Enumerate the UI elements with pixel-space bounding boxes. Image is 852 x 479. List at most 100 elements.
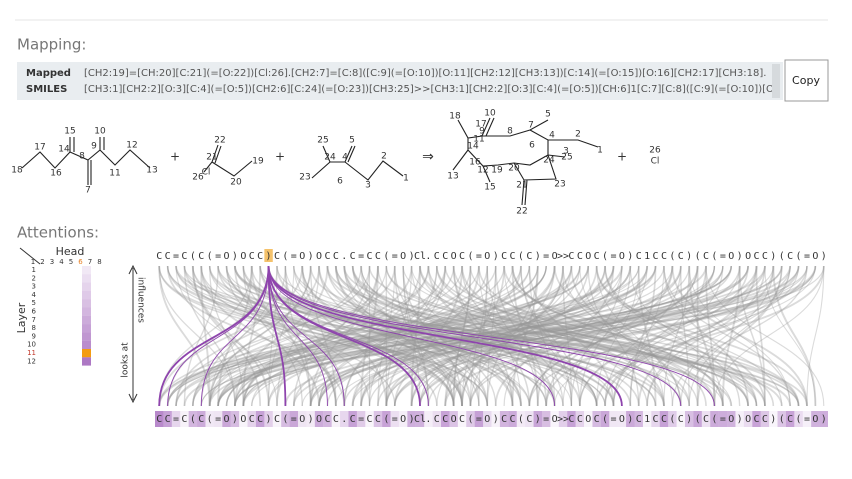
token-top[interactable]: C bbox=[577, 251, 583, 262]
token-top[interactable]: C bbox=[274, 251, 280, 262]
token-bottom[interactable]: O bbox=[552, 414, 558, 425]
token-top[interactable]: ) bbox=[232, 251, 238, 262]
token-bottom[interactable]: ( bbox=[467, 414, 473, 425]
token-bottom[interactable]: . bbox=[425, 414, 431, 425]
token-top[interactable]: O bbox=[400, 251, 406, 262]
token-top[interactable]: ( bbox=[518, 251, 524, 262]
token-bottom[interactable]: C bbox=[753, 414, 759, 425]
token-top[interactable]: O bbox=[552, 251, 558, 262]
token-top[interactable]: C bbox=[594, 251, 600, 262]
copy-label[interactable]: Copy bbox=[792, 74, 820, 87]
token-bottom[interactable]: ( bbox=[779, 414, 785, 425]
token-bottom[interactable]: O bbox=[240, 414, 246, 425]
token-bottom[interactable]: C bbox=[661, 414, 667, 425]
token-bottom[interactable]: ) bbox=[686, 414, 692, 425]
token-top[interactable]: = bbox=[610, 251, 616, 262]
token-top[interactable]: C bbox=[762, 251, 768, 262]
token-bottom[interactable]: C bbox=[459, 414, 465, 425]
token-bottom[interactable]: ( bbox=[207, 414, 213, 425]
token-bottom[interactable]: C bbox=[510, 414, 516, 425]
token-top[interactable]: ( bbox=[669, 251, 675, 262]
token-bottom[interactable]: O bbox=[484, 414, 490, 425]
token-bottom[interactable]: C bbox=[181, 414, 187, 425]
token-top[interactable]: O bbox=[728, 251, 734, 262]
token-top[interactable]: C bbox=[636, 251, 642, 262]
token-top[interactable]: C bbox=[661, 251, 667, 262]
token-bottom[interactable]: = bbox=[476, 414, 482, 425]
token-top[interactable]: ( bbox=[779, 251, 785, 262]
copy-button[interactable] bbox=[784, 59, 829, 102]
token-top[interactable]: C bbox=[257, 251, 263, 262]
token-top[interactable]: ( bbox=[796, 251, 802, 262]
token-top[interactable]: C bbox=[434, 251, 440, 262]
token-bottom[interactable]: ( bbox=[669, 414, 675, 425]
token-top[interactable]: ( bbox=[207, 251, 213, 262]
token-top[interactable]: . bbox=[425, 251, 431, 262]
head-cell[interactable] bbox=[82, 299, 91, 308]
token-bottom[interactable]: C bbox=[434, 414, 440, 425]
token-bottom[interactable]: C bbox=[762, 414, 768, 425]
token-bottom[interactable]: C bbox=[367, 414, 373, 425]
token-top[interactable]: C bbox=[653, 251, 659, 262]
token-bottom[interactable]: = bbox=[720, 414, 726, 425]
token-top[interactable]: C bbox=[787, 251, 793, 262]
token-bottom[interactable]: ) bbox=[627, 414, 633, 425]
token-top[interactable]: C bbox=[703, 251, 709, 262]
token-top[interactable]: 1 bbox=[644, 251, 650, 262]
token-bottom[interactable]: C bbox=[324, 414, 330, 425]
token-bottom[interactable]: O bbox=[619, 414, 625, 425]
token-bottom[interactable]: C bbox=[249, 414, 255, 425]
token-top[interactable]: C bbox=[459, 251, 465, 262]
token-top[interactable]: O bbox=[316, 251, 322, 262]
token-top[interactable]: C bbox=[442, 251, 448, 262]
token-top[interactable]: ( bbox=[383, 251, 389, 262]
token-bottom[interactable]: = bbox=[173, 414, 179, 425]
token-top[interactable]: Cl bbox=[414, 251, 426, 262]
token-bottom[interactable]: C bbox=[678, 414, 684, 425]
head-cell[interactable] bbox=[82, 282, 91, 291]
token-bottom[interactable]: = bbox=[804, 414, 810, 425]
head-cell[interactable] bbox=[82, 307, 91, 316]
token-bottom[interactable]: C bbox=[350, 414, 356, 425]
head-cell[interactable] bbox=[82, 324, 91, 333]
token-bottom[interactable]: ) bbox=[535, 414, 541, 425]
token-top[interactable]: = bbox=[173, 251, 179, 262]
token-bottom[interactable]: C bbox=[636, 414, 642, 425]
token-top[interactable]: = bbox=[720, 251, 726, 262]
token-bottom[interactable]: ) bbox=[770, 414, 776, 425]
token-top[interactable]: = bbox=[291, 251, 297, 262]
token-bottom[interactable]: C bbox=[526, 414, 532, 425]
token-top[interactable]: O bbox=[585, 251, 591, 262]
token-top[interactable]: C bbox=[510, 251, 516, 262]
token-bottom[interactable]: = bbox=[610, 414, 616, 425]
token-top[interactable]: C bbox=[568, 251, 574, 262]
head-cell[interactable] bbox=[82, 340, 91, 349]
token-bottom[interactable]: C bbox=[198, 414, 204, 425]
token-bottom[interactable]: C bbox=[787, 414, 793, 425]
token-bottom[interactable]: C bbox=[501, 414, 507, 425]
head-cell[interactable] bbox=[82, 332, 91, 341]
token-top[interactable]: ( bbox=[467, 251, 473, 262]
token-bottom[interactable]: C bbox=[274, 414, 280, 425]
token-top[interactable]: ) bbox=[308, 251, 314, 262]
token-bottom[interactable]: O bbox=[728, 414, 734, 425]
token-top[interactable]: C bbox=[165, 251, 171, 262]
token-top[interactable]: ( bbox=[282, 251, 288, 262]
token-bottom[interactable]: 1 bbox=[644, 414, 650, 425]
token-top[interactable]: O bbox=[223, 251, 229, 262]
token-top[interactable]: O bbox=[745, 251, 751, 262]
token-bottom[interactable]: ( bbox=[518, 414, 524, 425]
token-bottom[interactable]: C bbox=[156, 414, 162, 425]
scrollbar[interactable] bbox=[772, 64, 780, 98]
token-bottom[interactable]: C bbox=[577, 414, 583, 425]
token-bottom[interactable]: . bbox=[341, 414, 347, 425]
token-top[interactable]: C bbox=[324, 251, 330, 262]
token-top[interactable]: = bbox=[392, 251, 398, 262]
token-bottom[interactable]: ) bbox=[821, 414, 827, 425]
token-top[interactable]: >> bbox=[557, 251, 569, 262]
token-top[interactable]: = bbox=[358, 251, 364, 262]
token-top[interactable]: ) bbox=[409, 251, 415, 262]
token-bottom[interactable]: O bbox=[585, 414, 591, 425]
token-top[interactable]: ) bbox=[686, 251, 692, 262]
token-top[interactable]: = bbox=[543, 251, 549, 262]
